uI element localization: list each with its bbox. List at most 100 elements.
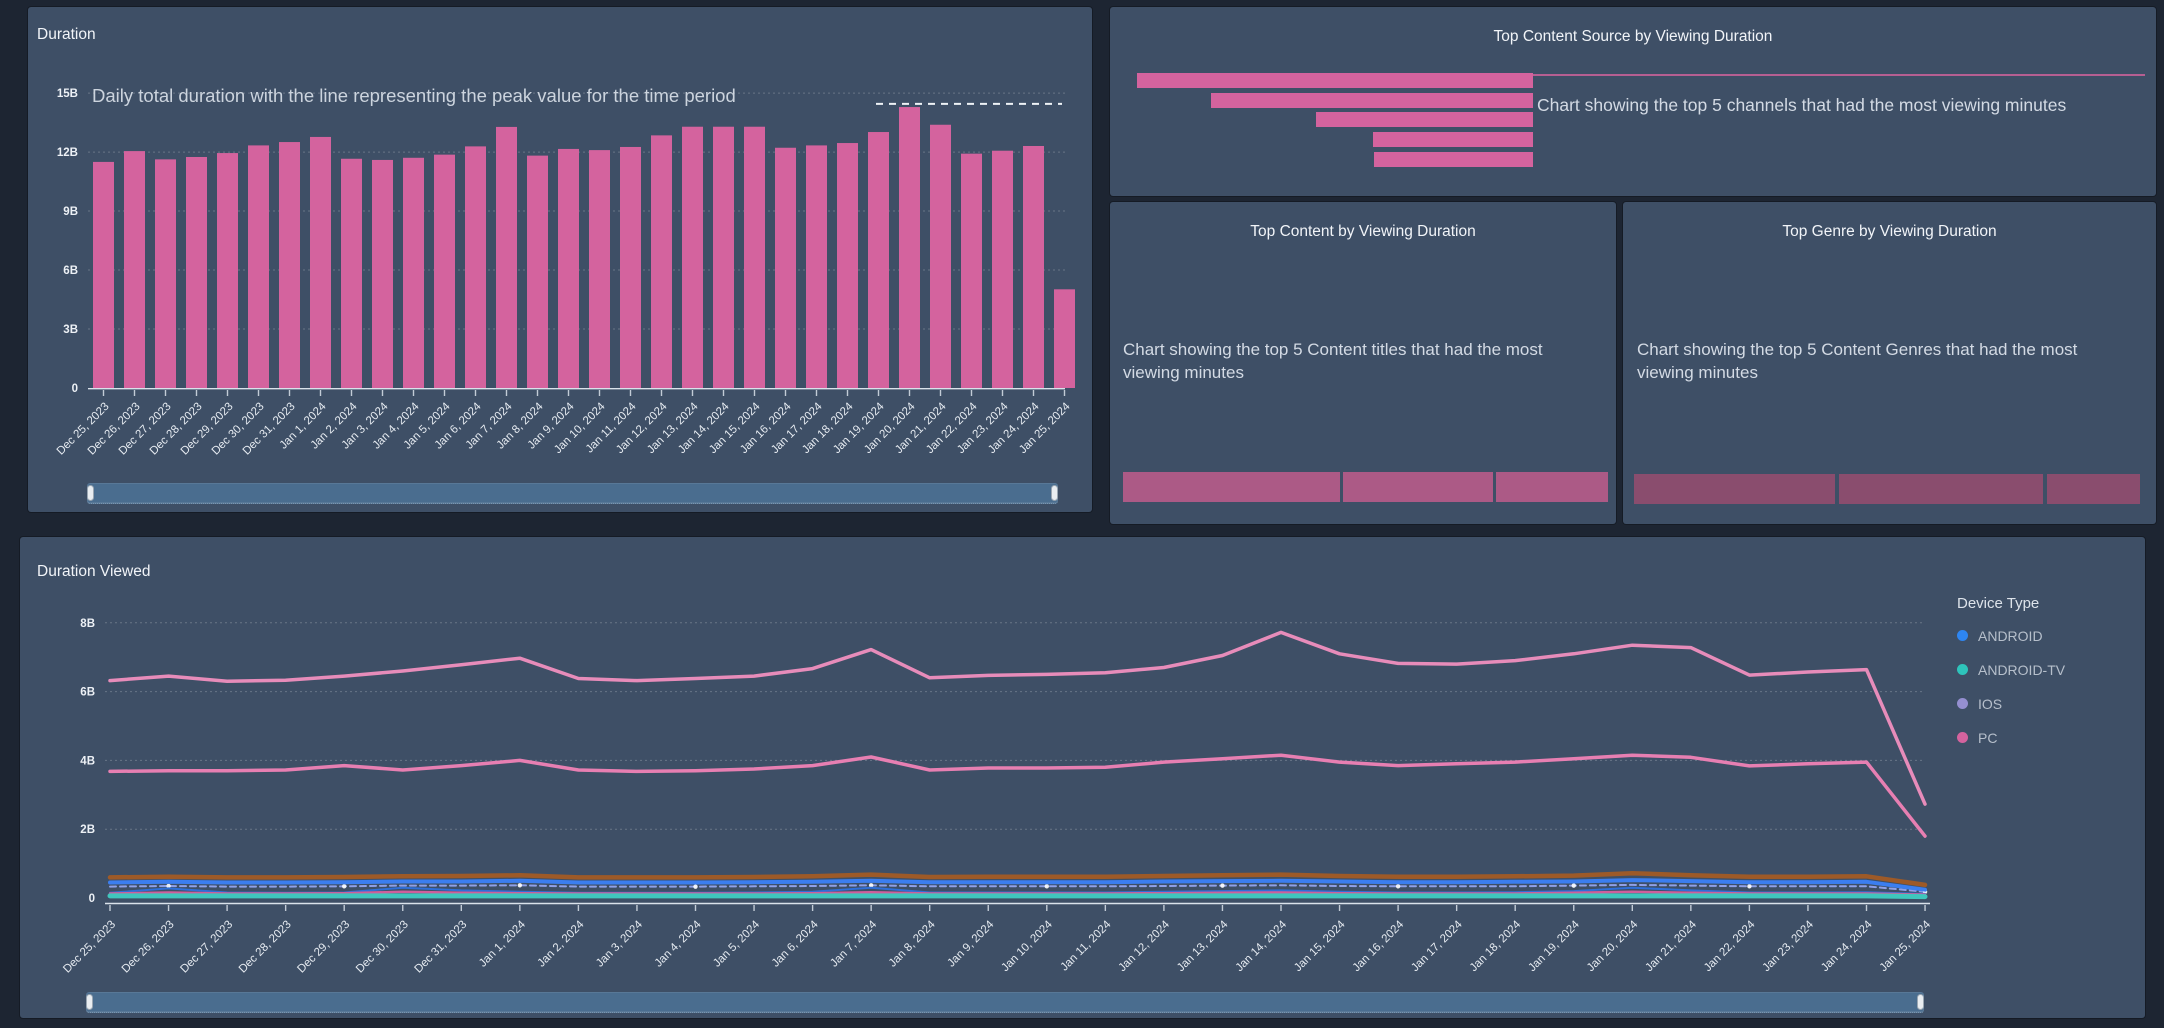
duration-bar[interactable] <box>310 136 331 388</box>
content-source-bar[interactable] <box>1374 151 1533 167</box>
y-axis-tick-label: 0 <box>72 383 78 395</box>
panel-duration-title: Duration <box>37 26 96 43</box>
y-axis-tick-label: 12B <box>57 147 78 159</box>
duration-bar[interactable] <box>465 146 486 388</box>
y-axis-tick-label: 3B <box>63 324 78 336</box>
duration-bar[interactable] <box>124 151 145 388</box>
legend-item-ios[interactable]: IOS <box>1957 695 2157 712</box>
device-series-line[interactable] <box>108 753 1927 838</box>
device-series-line[interactable] <box>107 870 1928 888</box>
legend-label: ANDROID <box>1978 627 2043 644</box>
duration-bar[interactable] <box>186 156 207 388</box>
duration-bar[interactable] <box>868 132 889 388</box>
legend-item-android-tv[interactable]: ANDROID-TV <box>1957 661 2157 678</box>
duration-bar[interactable] <box>589 150 610 388</box>
bar-segment[interactable] <box>1123 472 1340 502</box>
x-axis-date-label: Dec 28, 2023 <box>237 919 294 976</box>
duration-bar[interactable] <box>899 107 920 389</box>
duration-bar[interactable] <box>992 150 1013 388</box>
duration-bar[interactable] <box>217 153 238 388</box>
bar-segment[interactable] <box>2047 474 2140 504</box>
x-axis-date-label: Jan 5, 2024 <box>711 918 762 969</box>
device-series-line[interactable] <box>109 883 1926 893</box>
duration-bar[interactable] <box>744 126 765 388</box>
y-axis-tick-label: 6B <box>63 265 78 277</box>
duration-bar[interactable] <box>651 135 672 388</box>
duration-bar[interactable] <box>620 146 641 388</box>
x-axis-date-label: Jan 10, 2024 <box>999 918 1055 974</box>
duration-bar[interactable] <box>713 126 734 388</box>
content-source-bar[interactable] <box>1137 73 1533 88</box>
series-point-dot <box>868 883 874 888</box>
x-axis-date-label: Jan 15, 2024 <box>1292 918 1348 974</box>
legend-label: PC <box>1978 729 1998 746</box>
duration-bar[interactable] <box>1054 289 1075 388</box>
legend-color-dot <box>1957 664 1968 675</box>
scrollbar-left-handle[interactable] <box>87 485 94 501</box>
device-series-line[interactable] <box>108 878 1927 892</box>
duration-bar[interactable] <box>1023 145 1044 388</box>
panel-top-genre-title: Top Genre by Viewing Duration <box>1782 223 1997 240</box>
x-axis-date-label: Jan 23, 2024 <box>1761 918 1817 974</box>
legend-label: IOS <box>1978 695 2003 712</box>
duration-bar[interactable] <box>961 153 982 388</box>
scrollbar-left-handle[interactable] <box>86 994 93 1010</box>
duration-bar[interactable] <box>496 126 517 389</box>
panel-duration-viewed: Duration Viewed 0 2B 4B 6B 8B Dec 25, 2023 Dec… <box>20 537 2145 1018</box>
bar-segment[interactable] <box>1634 474 1835 504</box>
legend-item-pc[interactable]: PC <box>1957 729 2157 746</box>
series-point-dot <box>1044 884 1050 889</box>
duration-viewed-line-chart: 0 2B 4B 6B 8B Dec 25, 2023 Dec 26, 2023 Dec 27,… <box>61 618 1933 976</box>
content-source-bar[interactable] <box>1316 112 1533 128</box>
top-genre-description: Chart showing the top 5 Content Genres t… <box>1637 340 2078 383</box>
x-axis-date-label: Jan 24, 2024 <box>1819 918 1875 974</box>
duration-chart-horizontal-scrollbar[interactable] <box>87 483 1058 504</box>
panel-top-content: Top Content by Viewing Duration Chart sh… <box>1110 202 1616 524</box>
duration-bar[interactable] <box>93 161 114 388</box>
bar-segment[interactable] <box>1839 474 2043 504</box>
legend-item-android[interactable]: ANDROID <box>1957 627 2157 644</box>
x-axis-date-label: Jan 7, 2024 <box>828 918 879 969</box>
x-axis-date-label: Jan 3, 2024 <box>594 918 645 969</box>
legend-label: ANDROID-TV <box>1978 661 2066 678</box>
x-axis-date-label: Dec 31, 2023 <box>413 919 470 976</box>
x-axis-date-label: Dec 29, 2023 <box>295 919 352 976</box>
duration-bar[interactable] <box>837 143 858 388</box>
content-source-bar[interactable] <box>1211 92 1533 108</box>
duration-bar[interactable] <box>682 126 703 388</box>
x-axis-date-label: Dec 26, 2023 <box>120 919 177 976</box>
duration-bar[interactable] <box>248 145 269 388</box>
duration-bar[interactable] <box>155 159 176 388</box>
panel-top-genre: Top Genre by Viewing Duration Chart show… <box>1623 202 2156 524</box>
scrollbar-right-handle[interactable] <box>1051 485 1058 501</box>
x-axis-date-label: Jan 19, 2024 <box>1526 918 1582 974</box>
device-type-legend: Device Type ANDROID ANDROID-TV IOS PC <box>1957 595 2157 764</box>
duration-bar[interactable] <box>403 157 424 388</box>
device-series-line[interactable] <box>108 630 1927 806</box>
duration-bar[interactable] <box>341 158 362 388</box>
device-series-line[interactable] <box>107 893 1928 900</box>
x-axis-date-label: Jan 13, 2024 <box>1175 918 1231 974</box>
x-axis-date-label: Jan 1, 2024 <box>477 918 528 969</box>
series-point-dot <box>1220 883 1225 888</box>
duration-bar[interactable] <box>279 142 300 388</box>
viewed-chart-horizontal-scrollbar[interactable] <box>86 992 1924 1013</box>
duration-bar[interactable] <box>558 148 579 388</box>
scrollbar-right-handle[interactable] <box>1917 994 1924 1010</box>
bar-segment[interactable] <box>1343 472 1493 502</box>
bar-segment[interactable] <box>1496 472 1608 502</box>
top-content-description: Chart showing the top 5 Content titles t… <box>1123 340 1543 383</box>
content-source-bar[interactable] <box>1373 132 1533 148</box>
x-axis-date-label: Jan 22, 2024 <box>1702 918 1758 974</box>
y-axis-tick-label: 0 <box>89 893 95 905</box>
duration-bar[interactable] <box>775 147 796 388</box>
legend-color-dot <box>1957 732 1968 743</box>
duration-bar[interactable] <box>527 155 548 388</box>
duration-bar[interactable] <box>930 124 951 389</box>
duration-bar[interactable] <box>806 145 827 388</box>
duration-bar[interactable] <box>434 154 455 388</box>
x-axis-date-label: Jan 2, 2024 <box>536 918 587 969</box>
duration-bar[interactable] <box>372 159 393 388</box>
series-point-dot <box>166 883 171 889</box>
